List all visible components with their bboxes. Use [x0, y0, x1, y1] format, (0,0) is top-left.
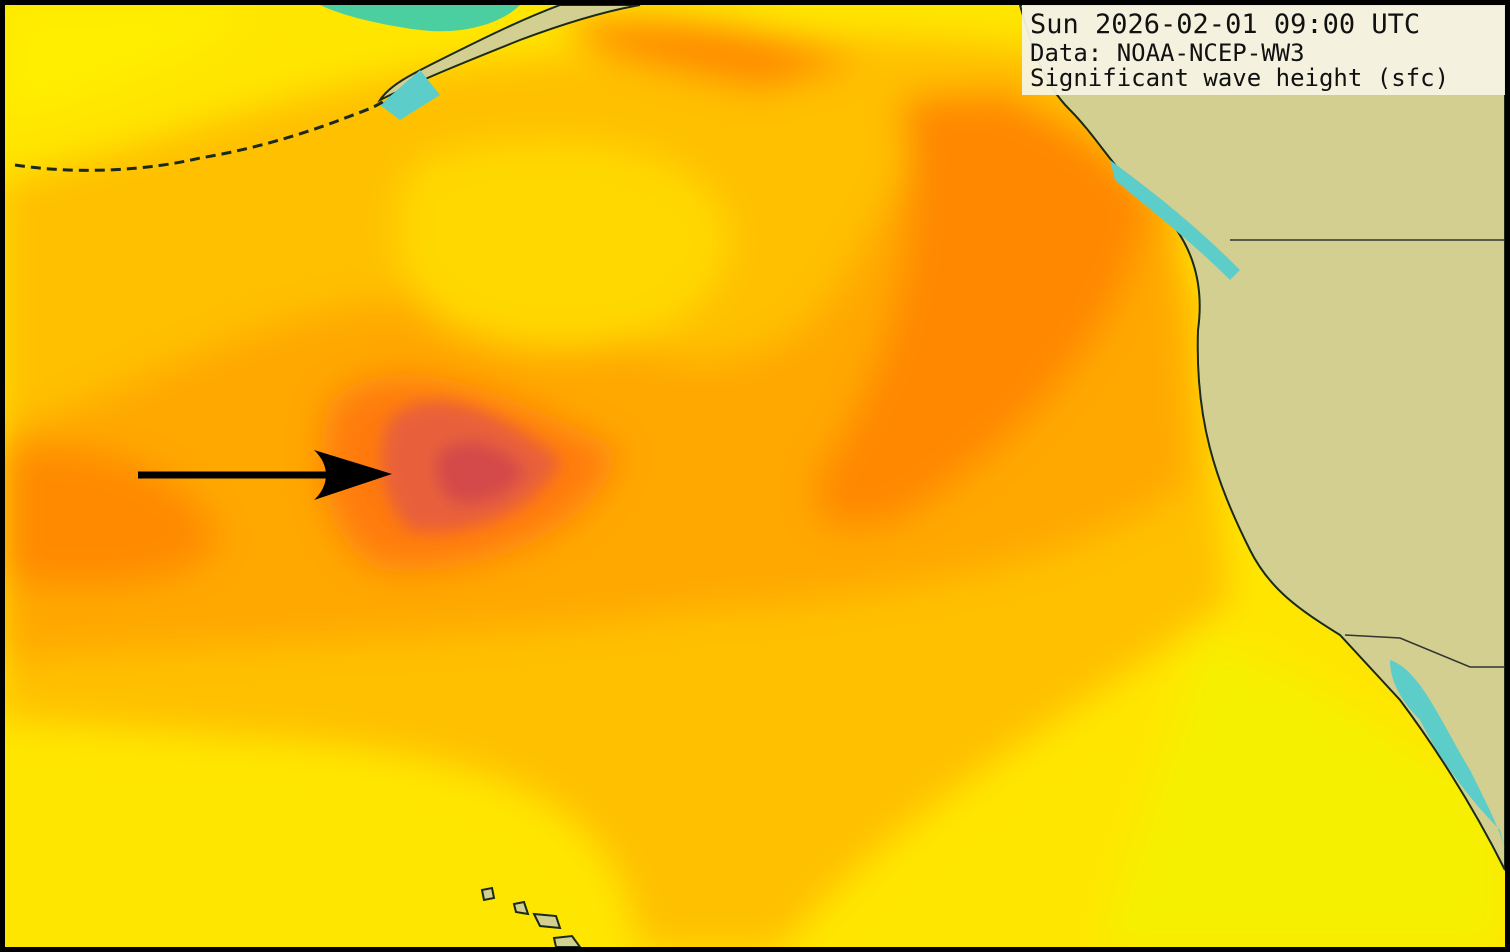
contour-high-east — [813, 93, 1150, 528]
island — [512, 900, 530, 916]
data-source: Data: NOAA-NCEP-WW3 — [1030, 39, 1305, 67]
coastal-water — [1110, 160, 1240, 280]
borders — [1230, 239, 1505, 668]
info-background — [1022, 5, 1505, 95]
alaska-shelf — [380, 70, 440, 120]
island — [552, 934, 582, 947]
field-name: Significant wave height (sfc) — [1030, 64, 1449, 92]
aleutian-islands — [14, 98, 386, 172]
island — [480, 886, 496, 902]
timestamp: Sun 2026-02-01 09:00 UTC — [1030, 9, 1420, 40]
gulf-of-california — [1390, 660, 1505, 850]
contour-max — [435, 441, 525, 504]
info-box: Sun 2026-02-01 09:00 UTC Data: NOAA-NCEP… — [1022, 5, 1505, 95]
storm-core — [381, 401, 560, 532]
contour-north — [560, 18, 860, 90]
contour-low-southeast — [1100, 640, 1505, 947]
bering-water — [320, 5, 520, 32]
alaska-land — [377, 5, 641, 103]
island — [532, 912, 562, 930]
arrow — [138, 450, 392, 500]
arrow-head — [314, 450, 392, 500]
contour-high-west — [5, 444, 220, 586]
contours — [5, 5, 1505, 947]
north-america-land — [1018, 5, 1505, 871]
wave-field — [5, 5, 1505, 947]
contour-calm — [396, 140, 730, 349]
hawaii-islands — [480, 886, 582, 947]
contour-low-northwest — [5, 5, 250, 120]
